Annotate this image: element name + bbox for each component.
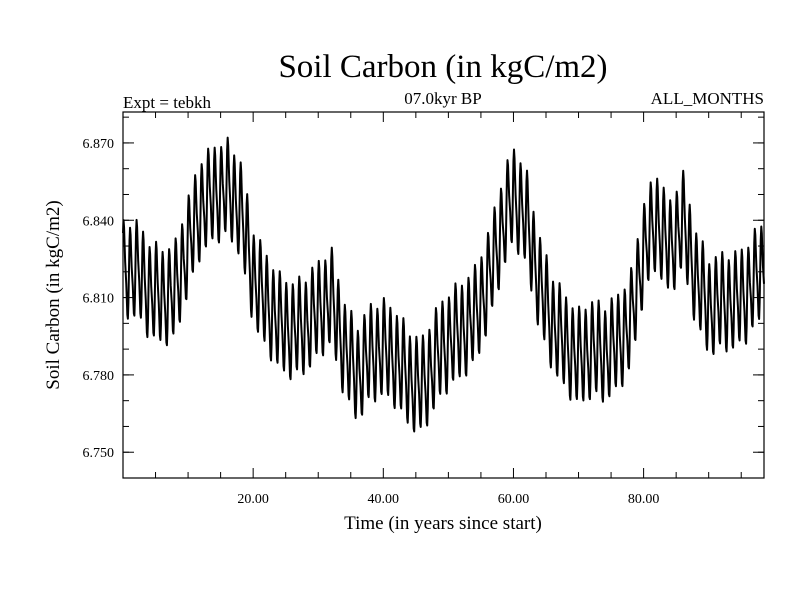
x-tick-label: 20.00 [237, 492, 269, 507]
x-tick-label: 80.00 [628, 492, 660, 507]
experiment-label: Expt = tebkh [123, 93, 211, 112]
soil-carbon-series-line [122, 136, 765, 433]
y-tick-label: 6.870 [83, 137, 115, 152]
chart-title: Soil Carbon (in kgC/m2) [278, 49, 607, 85]
x-tick-label: 60.00 [498, 492, 530, 507]
time-period-label: 07.0kyr BP [404, 89, 481, 108]
tick-labels: 20.00 40.00 60.00 80.00 6.750 6.780 6.810 6.840… [83, 137, 660, 507]
y-tick-label: 6.810 [83, 292, 115, 307]
y-tick-label: 6.780 [83, 369, 115, 384]
axis-ticks [123, 112, 764, 478]
y-axis-label: Soil Carbon (in kgC/m2) [43, 200, 64, 389]
x-axis-label: Time (in years since start) [344, 513, 542, 534]
y-tick-label: 6.840 [83, 214, 115, 229]
plot-frame [122, 111, 765, 479]
months-label: ALL_MONTHS [651, 89, 764, 108]
x-tick-label: 40.00 [368, 492, 400, 507]
y-tick-label: 6.750 [83, 446, 115, 461]
